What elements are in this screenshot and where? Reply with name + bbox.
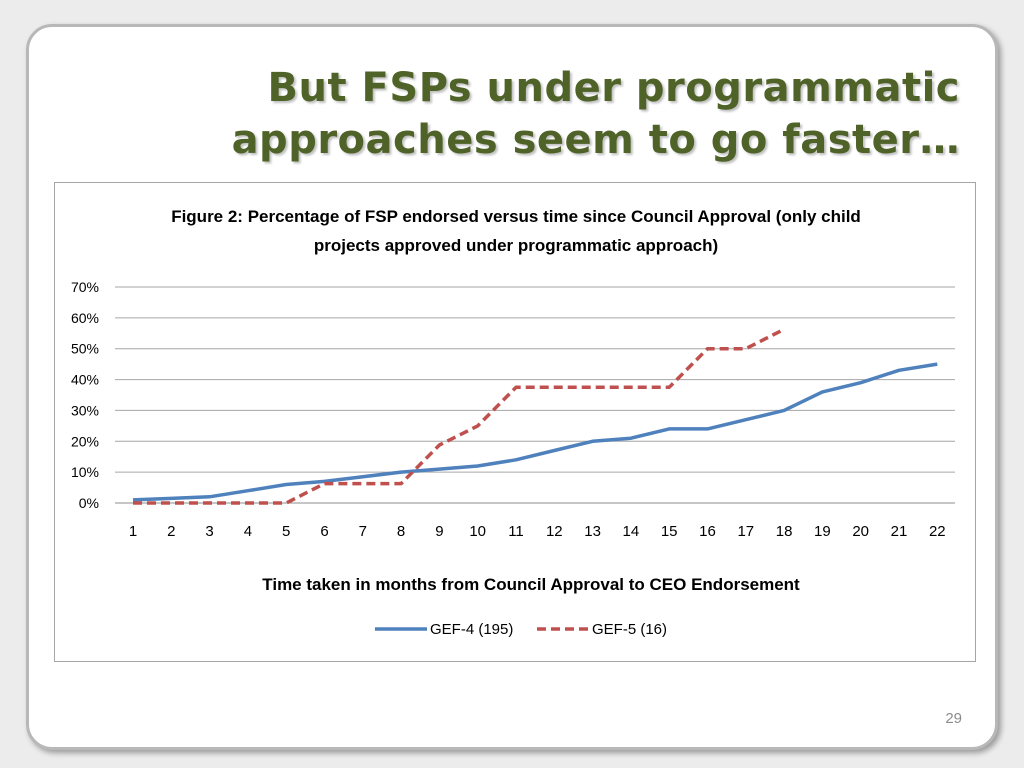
y-tick-label: 20% xyxy=(71,433,99,449)
y-tick-label: 70% xyxy=(71,279,99,295)
x-tick-label: 11 xyxy=(508,523,524,540)
x-tick-label: 20 xyxy=(852,523,869,540)
legend-label-gef-4: GEF-4 (195) xyxy=(430,621,513,638)
chart-title-line-2: projects approved under programmatic app… xyxy=(314,236,718,255)
y-tick-label: 30% xyxy=(71,402,99,418)
gridlines xyxy=(115,286,955,504)
x-tick-label: 8 xyxy=(397,523,405,540)
x-axis-ticks: 1 2 3 4 5 6 7 8 9 10 11 12 13 14 15 16 17 18 19 20 21 22 xyxy=(129,523,946,540)
x-tick-label: 4 xyxy=(244,523,252,540)
slide-title: But FSPs under programmatic approaches s… xyxy=(232,62,960,166)
x-tick-label: 12 xyxy=(546,523,563,540)
y-tick-label: 0% xyxy=(79,495,99,511)
legend-label-gef-5: GEF-5 (16) xyxy=(592,621,667,638)
x-tick-label: 17 xyxy=(737,523,754,540)
x-tick-label: 13 xyxy=(584,523,601,540)
chart-container: Figure 2: Percentage of FSP endorsed ver… xyxy=(54,182,976,662)
y-axis-ticks: 0% 10% 20% 30% 40% 50% 60% 70% xyxy=(71,279,99,511)
y-tick-label: 10% xyxy=(71,464,99,480)
x-axis-label: Time taken in months from Council Approv… xyxy=(262,575,800,594)
slide-title-line-2: approaches seem to go faster… xyxy=(231,117,960,163)
x-tick-label: 2 xyxy=(167,523,175,540)
x-tick-label: 1 xyxy=(129,523,137,540)
series-lines xyxy=(132,327,938,505)
x-tick-label: 19 xyxy=(814,523,831,540)
x-tick-label: 22 xyxy=(929,523,946,540)
legend: GEF-4 (195) GEF-5 (16) xyxy=(375,621,667,638)
x-tick-label: 18 xyxy=(776,523,793,540)
x-tick-label: 5 xyxy=(282,523,290,540)
x-tick-label: 3 xyxy=(205,523,213,540)
x-tick-label: 14 xyxy=(623,523,640,540)
series-line-gef-5 xyxy=(133,327,785,505)
y-tick-label: 60% xyxy=(71,310,99,326)
x-tick-label: 7 xyxy=(359,523,367,540)
x-tick-label: 16 xyxy=(699,523,716,540)
series-line-gef-4 xyxy=(132,362,938,502)
line-chart: Figure 2: Percentage of FSP endorsed ver… xyxy=(71,207,955,638)
x-tick-label: 10 xyxy=(469,523,486,540)
page-number: 29 xyxy=(945,710,962,727)
x-tick-label: 6 xyxy=(320,523,328,540)
slide-title-line-1: But FSPs under programmatic xyxy=(267,65,960,111)
x-tick-label: 9 xyxy=(435,523,443,540)
x-tick-label: 21 xyxy=(891,523,908,540)
y-tick-label: 50% xyxy=(71,341,99,357)
y-tick-label: 40% xyxy=(71,372,99,388)
chart-title-line-1: Figure 2: Percentage of FSP endorsed ver… xyxy=(171,207,861,226)
x-tick-label: 15 xyxy=(661,523,678,540)
